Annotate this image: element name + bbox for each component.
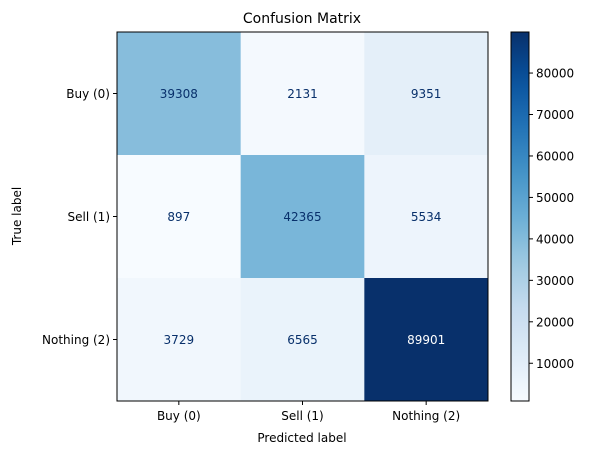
colorbar-tick-label: 80000: [536, 67, 574, 81]
colorbar-tick-label: 40000: [536, 232, 574, 246]
colorbar-tick-label: 60000: [536, 149, 574, 163]
x-tick-label: Buy (0): [157, 409, 201, 423]
cell-value-r1-c2: 5534: [411, 210, 442, 224]
heatmap-cell-r2-c1: [240, 278, 365, 402]
heatmap-cell-r0-c1: [240, 32, 365, 156]
heatmap-cells: [117, 32, 489, 402]
cell-value-r2-c0: 3729: [164, 333, 195, 347]
colorbar-tick-label: 50000: [536, 191, 574, 205]
heatmap-cell-r1-c1: [240, 155, 365, 279]
cell-value-r1-c1: 42365: [283, 210, 321, 224]
y-axis: Buy (0) Sell (1) Nothing (2): [42, 87, 117, 347]
cell-value-r0-c2: 9351: [411, 87, 442, 101]
heatmap-cell-r0-c2: [364, 32, 489, 156]
heatmap-cell-r1-c0: [117, 155, 242, 279]
colorbar-tick-label: 10000: [536, 357, 574, 371]
cell-value-r2-c2: 89901: [407, 333, 445, 347]
y-tick-label: Sell (1): [68, 210, 110, 224]
heatmap-cell-labels: 39308 2131 9351 897 42365 5534 3729 6565 89901: [160, 87, 446, 347]
y-axis-label: True label: [10, 187, 24, 246]
colorbar-gradient: [511, 32, 529, 401]
colorbar-tick-label: 70000: [536, 108, 574, 122]
heatmap-cell-r2-c2: [364, 278, 489, 402]
x-tick-label: Sell (1): [281, 409, 323, 423]
heatmap-cell-r2-c0: [117, 278, 242, 402]
cell-value-r0-c1: 2131: [287, 87, 318, 101]
colorbar-ticks: 10000 20000 30000 40000 50000 60000 70000 80000: [529, 67, 574, 371]
cell-value-r2-c1: 6565: [287, 333, 318, 347]
x-axis: Buy (0) Sell (1) Nothing (2): [157, 401, 460, 423]
x-tick-label: Nothing (2): [392, 409, 460, 423]
colorbar-tick-label: 20000: [536, 315, 574, 329]
colorbar-tick-label: 30000: [536, 274, 574, 288]
y-tick-label: Buy (0): [66, 87, 110, 101]
colorbar: 10000 20000 30000 40000 50000 60000 70000 80000: [510, 31, 574, 402]
chart-title: Confusion Matrix: [243, 11, 361, 27]
heatmap-cell-r0-c0: [117, 32, 242, 156]
heatmap-cell-r1-c2: [364, 155, 489, 279]
cell-value-r1-c0: 897: [167, 210, 190, 224]
x-axis-label: Predicted label: [257, 431, 346, 445]
y-tick-label: Nothing (2): [42, 333, 110, 347]
colorbar-frame: [510, 31, 530, 402]
cell-value-r0-c0: 39308: [160, 87, 198, 101]
